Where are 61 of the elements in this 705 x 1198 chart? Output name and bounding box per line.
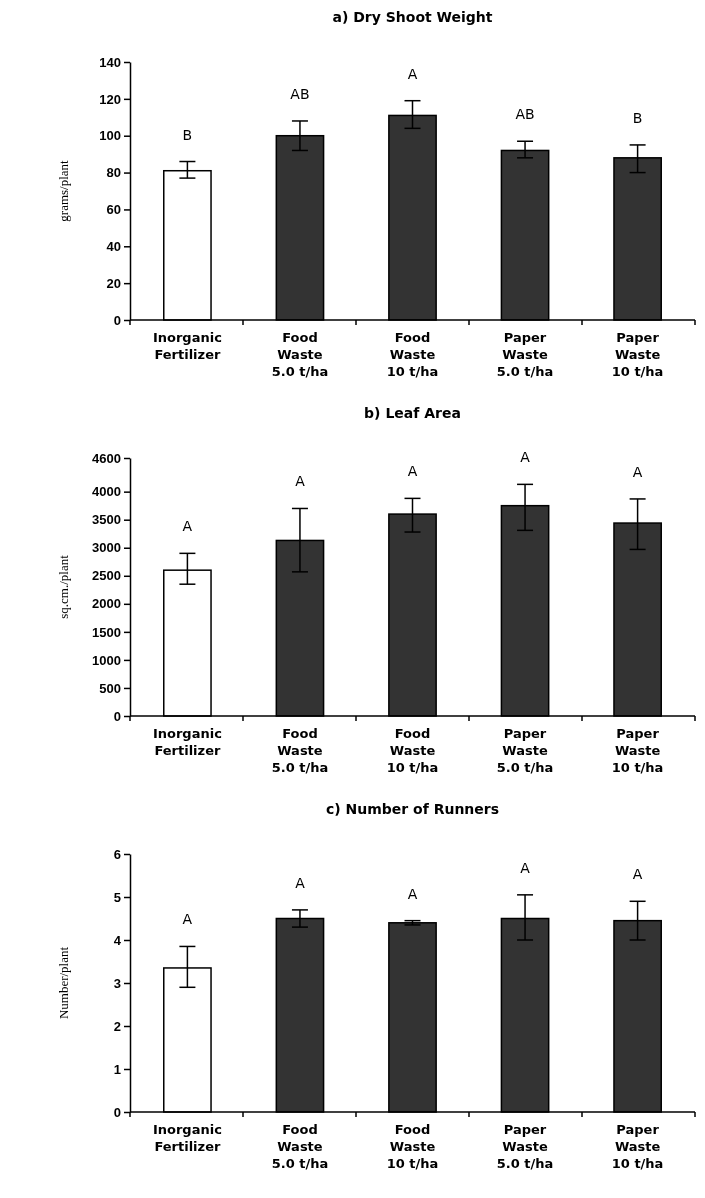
y-axis-title: grams/plant — [56, 159, 71, 222]
y-tick-label: 4000 — [92, 484, 121, 500]
y-tick-label: 0 — [113, 1104, 121, 1120]
annotation: AB — [515, 106, 535, 123]
y-tick-label: 60 — [106, 202, 121, 218]
x-tick-label: Inorganic Fertilizer — [152, 330, 222, 362]
x-tick-label: Paper Waste 10 t/ha — [611, 726, 664, 775]
y-tick-label: 3 — [113, 975, 121, 991]
annotation: A — [632, 463, 643, 480]
y-tick-label: 0 — [113, 312, 121, 328]
x-tick-label: Paper Waste 5.0 t/ha — [496, 726, 554, 775]
x-tick-label: Food Waste 10 t/ha — [386, 726, 439, 775]
y-tick-label: 2000 — [92, 596, 121, 612]
chart-title: a) Dry Shoot Weight — [332, 9, 493, 25]
annotation: A — [295, 874, 306, 891]
y-tick-label: 3500 — [92, 512, 121, 528]
x-tick-label: Paper Waste 10 t/ha — [611, 1122, 664, 1171]
x-tick-label: Paper Waste 5.0 t/ha — [496, 1122, 554, 1171]
y-tick-label: 2 — [113, 1018, 121, 1034]
x-tick-label: Food Waste 5.0 t/ha — [271, 1122, 329, 1171]
y-tick-label: 2500 — [92, 568, 121, 584]
y-tick-label: 40 — [106, 238, 121, 254]
y-axis-title: sq.cm./plant — [56, 554, 71, 619]
y-tick-label: 4 — [113, 932, 122, 948]
annotation: A — [182, 518, 193, 535]
x-tick-label: Food Waste 10 t/ha — [386, 330, 439, 379]
annotation: A — [182, 911, 193, 928]
annotation: B — [632, 109, 643, 126]
y-tick-label: 140 — [99, 54, 121, 70]
y-tick-label: 4600 — [92, 450, 121, 466]
x-tick-label: Food Waste 10 t/ha — [386, 1122, 439, 1171]
y-tick-label: 1000 — [92, 652, 121, 668]
chart-title: b) Leaf Area — [364, 405, 461, 421]
annotation: A — [632, 866, 643, 883]
annotation: A — [295, 473, 306, 490]
annotation: A — [407, 463, 418, 480]
y-tick-label: 6 — [113, 846, 121, 862]
x-tick-label: Food Waste 5.0 t/ha — [271, 726, 329, 775]
annotation: A — [407, 885, 418, 902]
annotation: B — [182, 126, 193, 143]
annotation: AB — [290, 85, 310, 102]
y-axis-title: Number/plant — [56, 946, 71, 1020]
y-tick-label: 1 — [113, 1061, 121, 1077]
x-tick-label: Paper Waste 10 t/ha — [611, 330, 664, 379]
y-tick-label: 120 — [99, 91, 121, 107]
y-tick-label: 500 — [99, 680, 121, 696]
y-tick-label: 5 — [113, 889, 121, 905]
chart-title: c) Number of Runners — [325, 801, 500, 817]
annotation: A — [520, 859, 531, 876]
y-tick-label: 20 — [106, 275, 121, 291]
y-tick-label: 0 — [113, 708, 121, 724]
x-tick-label: Inorganic Fertilizer — [152, 1122, 222, 1154]
y-tick-label: 80 — [106, 165, 121, 181]
x-tick-label: Inorganic Fertilizer — [152, 726, 222, 758]
x-tick-label: Paper Waste 5.0 t/ha — [496, 330, 554, 379]
y-tick-label: 1500 — [92, 624, 121, 640]
x-tick-label: Food Waste 5.0 t/ha — [271, 330, 329, 379]
annotation: A — [407, 65, 418, 82]
y-tick-label: 3000 — [92, 540, 121, 556]
y-tick-label: 100 — [99, 128, 121, 144]
annotation: A — [520, 449, 531, 466]
